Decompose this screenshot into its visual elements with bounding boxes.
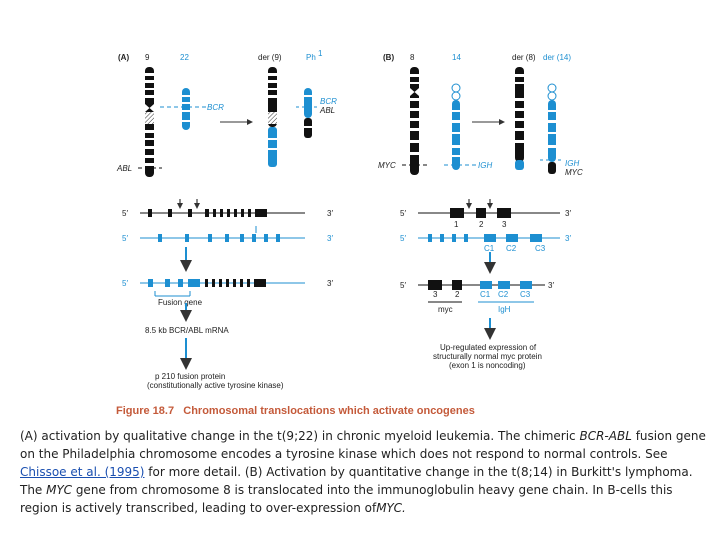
three-prime-label: 3′ xyxy=(565,234,571,243)
caption: (A) activation by qualitative change in … xyxy=(20,427,710,517)
chromosome-8 xyxy=(410,67,419,175)
ph-superscript: 1 xyxy=(318,49,323,58)
myc-right-label: MYC xyxy=(565,168,583,177)
protein-line2: (constitutionally active tyrosine kinase… xyxy=(147,381,284,390)
three-prime-label: 3′ xyxy=(327,234,333,243)
myc-label: MYC xyxy=(378,161,396,170)
rearranged-gene-row: 5′ 3′ 3 2 C1 C2 C3 myc IgH xyxy=(400,280,554,314)
rearranged-exon2-label: 2 xyxy=(455,290,460,299)
panel-a-label: (A) xyxy=(118,53,129,62)
caption-part2: fusion gene on the Philadelphia chromoso… xyxy=(20,429,706,461)
chromosome-14 xyxy=(451,83,461,170)
chr9-label: 9 xyxy=(145,53,150,62)
chr14-label: 14 xyxy=(452,53,461,62)
chromosome-ph xyxy=(304,88,312,138)
der14-label: der (14) xyxy=(543,53,571,62)
c3-label: C3 xyxy=(535,244,546,253)
bcr-label: BCR xyxy=(207,103,224,112)
c2-label: C2 xyxy=(506,244,517,253)
der8-label: der (8) xyxy=(512,53,536,62)
chromosome-der9 xyxy=(268,67,277,167)
chromosome-der8 xyxy=(515,67,524,170)
chissoe-citation-link[interactable]: Chissoe et al. (1995) xyxy=(20,465,145,479)
five-prime-label: 5′ xyxy=(122,279,128,288)
abl-right-label: ABL xyxy=(319,106,335,115)
five-prime-label: 5′ xyxy=(122,209,128,218)
upreg-line3: (exon 1 is noncoding) xyxy=(449,361,526,370)
fusion-gene-row: 5′ 3′ Fusion gene xyxy=(122,279,333,307)
igh-label: IGH xyxy=(478,161,492,170)
ph-label: Ph xyxy=(306,53,316,62)
caption-part1: (A) activation by qualitative change in … xyxy=(20,429,580,443)
exon-2-label: 2 xyxy=(479,220,484,229)
panel-b-label: (B) xyxy=(383,53,394,62)
bcr-right-label: BCR xyxy=(320,97,337,106)
upreg-line2: structurally normal myc protein xyxy=(433,352,542,361)
chromosome-22 xyxy=(182,88,190,130)
abl-left-label: ABL xyxy=(116,164,132,173)
mrna-label: 8.5 kb BCR/ABL mRNA xyxy=(145,326,229,335)
myc-small-label: myc xyxy=(438,305,453,314)
five-prime-label: 5′ xyxy=(122,234,128,243)
bcr-gene-row: 5′ 3′ xyxy=(122,226,333,243)
three-prime-label: 3′ xyxy=(565,209,571,218)
caption-bcr-abl: BCR-ABL xyxy=(579,429,632,443)
panel-b: (B) 8 14 der (8) der (14) xyxy=(378,53,583,370)
five-prime-label: 5′ xyxy=(400,209,406,218)
five-prime-label: 5′ xyxy=(400,281,406,290)
fusion-gene-label: Fusion gene xyxy=(158,298,203,307)
abl-gene-row: 5′ 3′ xyxy=(122,199,333,218)
caption-myc-1: MYC xyxy=(46,483,72,497)
upreg-line1: Up-regulated expression of xyxy=(440,343,537,352)
caption-part4: gene from chromosome 8 is translocated i… xyxy=(20,483,673,515)
protein-line1: p 210 fusion protein xyxy=(155,372,225,381)
rearranged-c1-label: C1 xyxy=(480,290,491,299)
rearranged-c2-label: C2 xyxy=(498,290,509,299)
figure-title: Figure 18.7 Chromosomal translocations w… xyxy=(116,405,475,417)
chr8-label: 8 xyxy=(410,53,415,62)
myc-gene-row: 5′ 3′ 1 2 3 xyxy=(400,199,571,229)
exon-3-label: 3 xyxy=(502,220,507,229)
three-prime-label: 3′ xyxy=(327,279,333,288)
chromosome-9 xyxy=(145,67,154,177)
igh-gene-row: 5′ 3′ C1 C2 C3 xyxy=(400,234,571,253)
figure: (A) 9 22 der (9) Ph 1 xyxy=(116,49,583,417)
panel-a: (A) 9 22 der (9) Ph 1 xyxy=(116,49,337,390)
exon-1-label: 1 xyxy=(454,220,459,229)
c1-label: C1 xyxy=(484,244,495,253)
three-prime-label: 3′ xyxy=(548,281,554,290)
five-prime-label: 5′ xyxy=(400,234,406,243)
rearranged-c3-label: C3 xyxy=(520,290,531,299)
rearranged-exon3-label: 3 xyxy=(433,290,438,299)
caption-part3: for more detail. (B) Activation by quant… xyxy=(20,465,693,497)
chr22-label: 22 xyxy=(180,53,189,62)
chromosome-der14 xyxy=(547,83,557,174)
igh-right-label: IGH xyxy=(565,159,579,168)
caption-myc-2: MYC. xyxy=(376,501,406,515)
igh-small-label: IgH xyxy=(498,305,511,314)
three-prime-label: 3′ xyxy=(327,209,333,218)
der9-label: der (9) xyxy=(258,53,282,62)
